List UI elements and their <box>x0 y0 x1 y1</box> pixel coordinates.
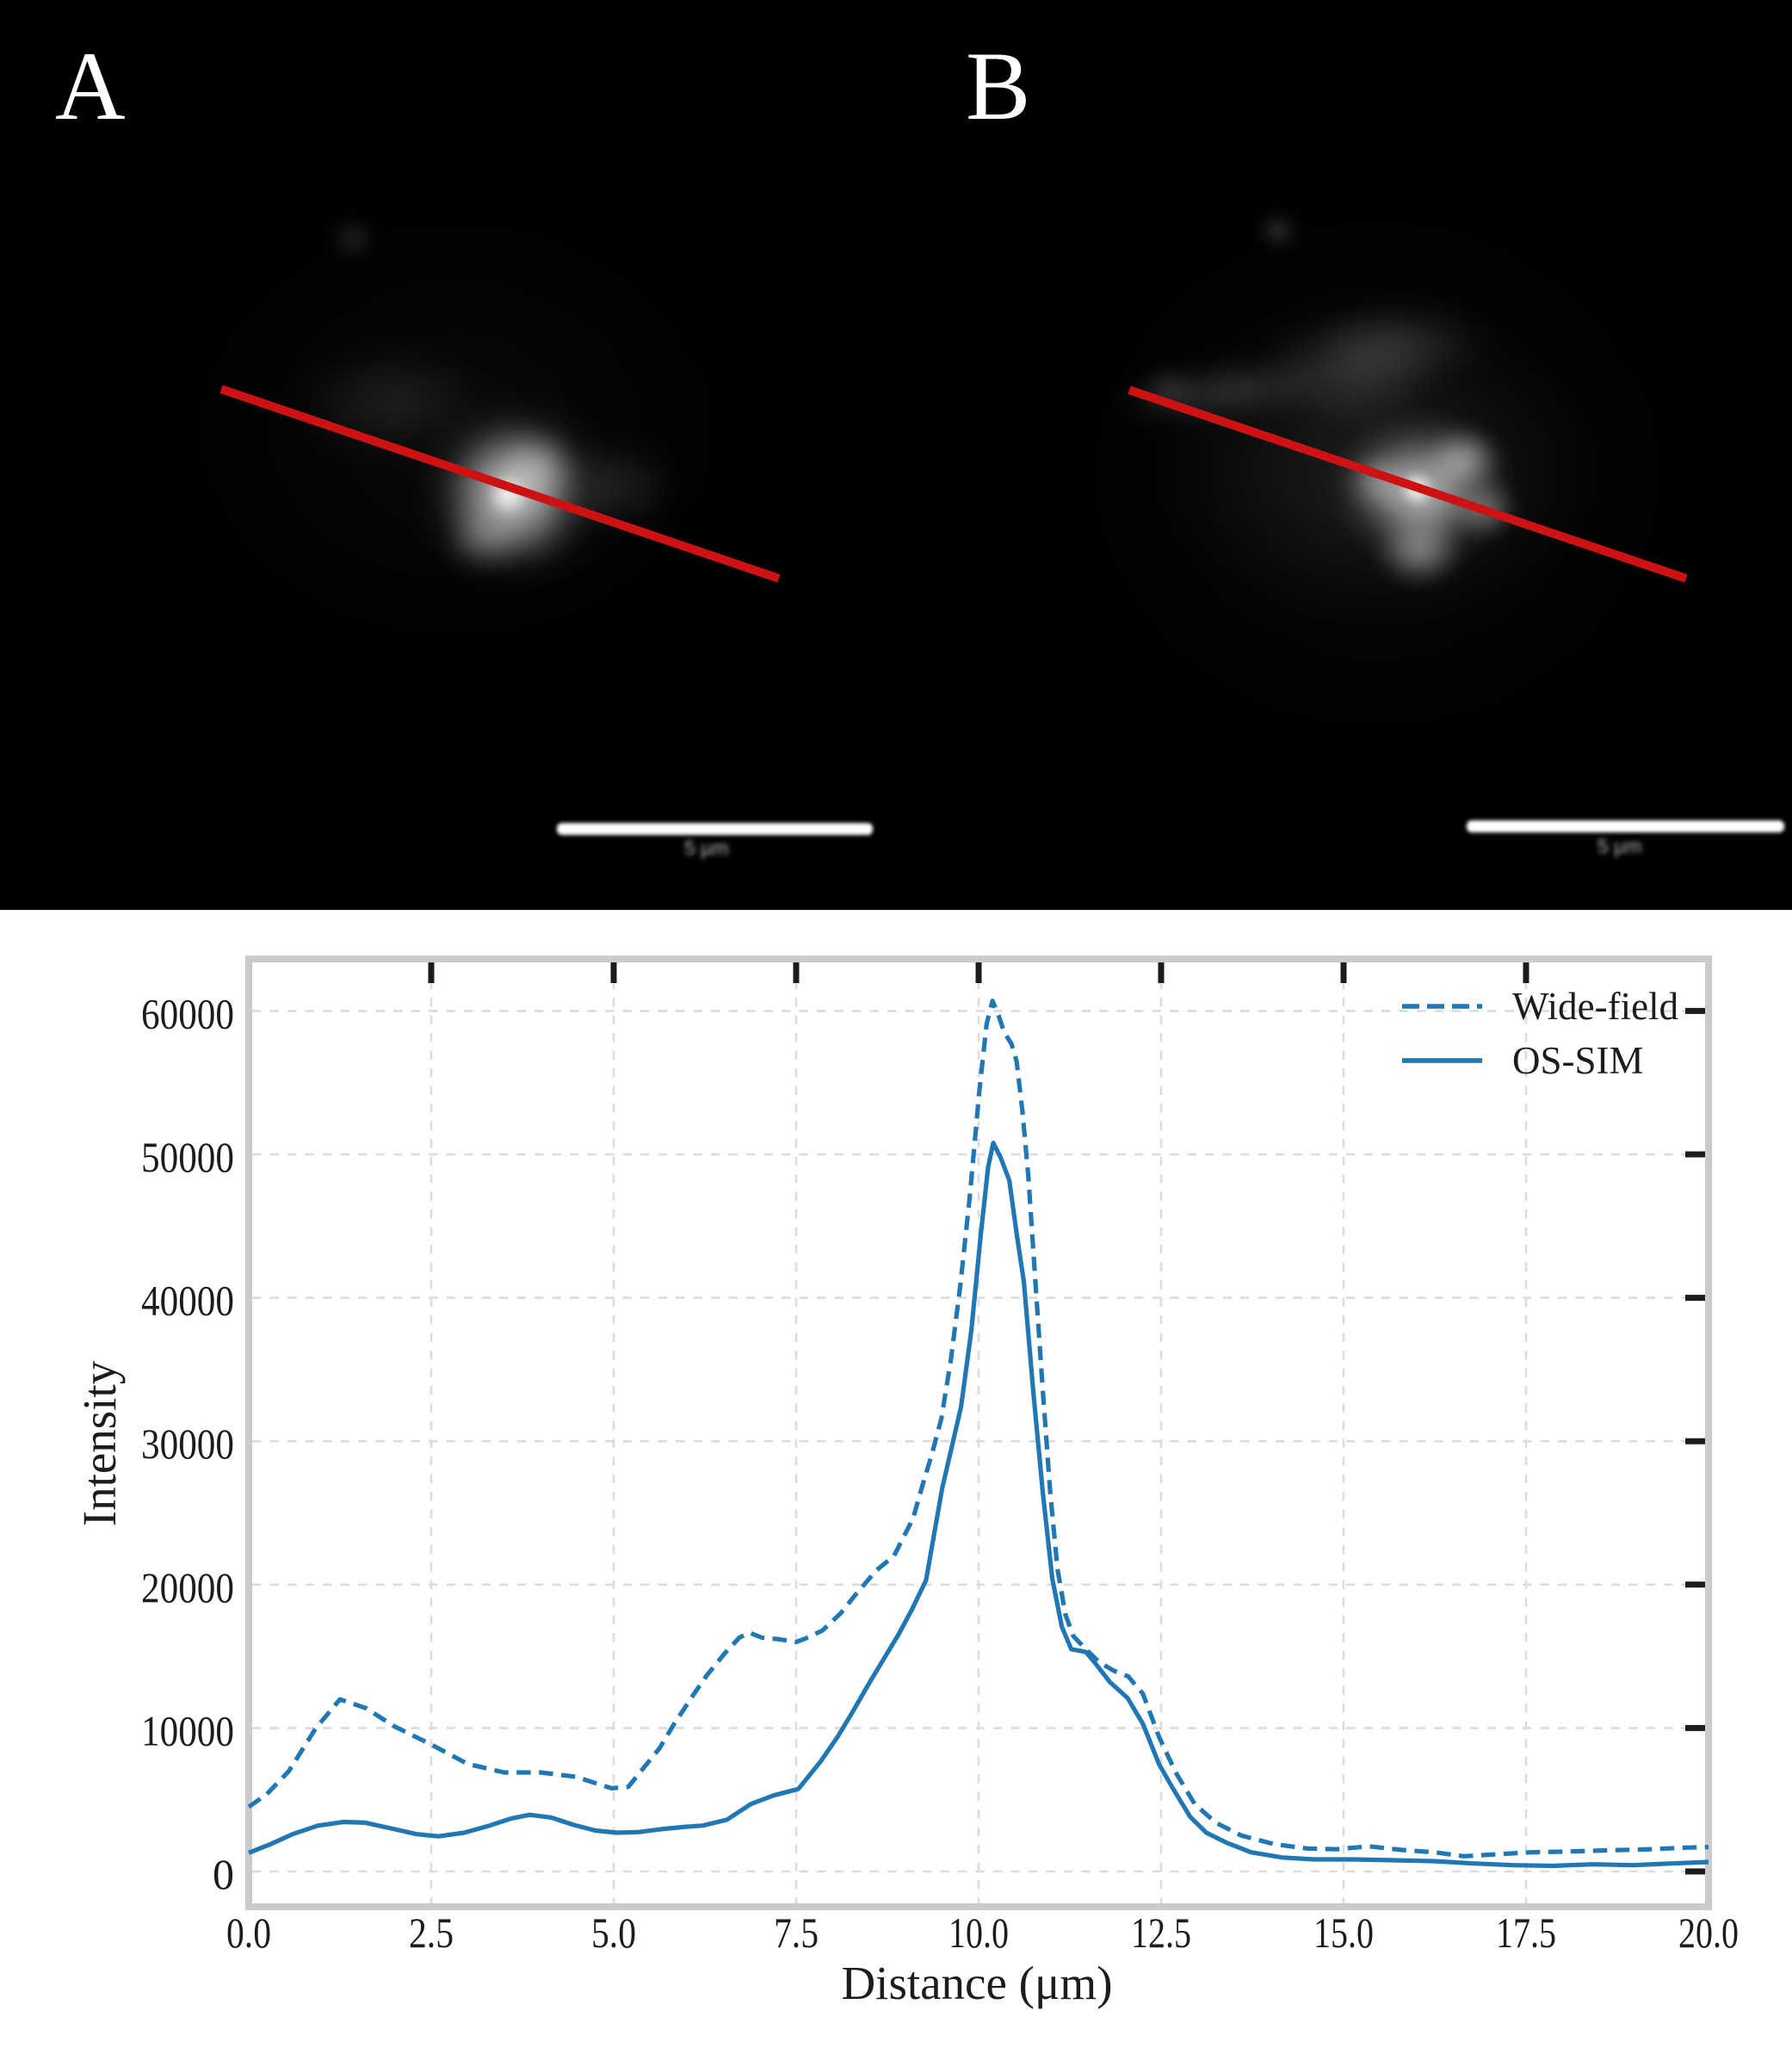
svg-text:0: 0 <box>213 1850 234 1898</box>
svg-text:5.0: 5.0 <box>591 1908 636 1957</box>
svg-text:Distance (μm): Distance (μm) <box>841 1957 1112 2009</box>
svg-text:15.0: 15.0 <box>1313 1908 1374 1957</box>
svg-text:Wide-field: Wide-field <box>1512 985 1678 1028</box>
svg-text:30000: 30000 <box>141 1420 234 1468</box>
svg-text:7.5: 7.5 <box>774 1908 819 1957</box>
svg-text:20000: 20000 <box>141 1563 234 1611</box>
svg-text:2.5: 2.5 <box>409 1908 454 1957</box>
svg-text:20.0: 20.0 <box>1678 1908 1739 1957</box>
svg-text:0.0: 0.0 <box>226 1908 271 1957</box>
svg-text:10.0: 10.0 <box>949 1908 1009 1957</box>
svg-text:12.5: 12.5 <box>1131 1908 1191 1957</box>
svg-text:17.5: 17.5 <box>1496 1908 1556 1957</box>
svg-text:OS-SIM: OS-SIM <box>1512 1039 1644 1082</box>
svg-text:10000: 10000 <box>141 1706 234 1754</box>
svg-text:Intensity: Intensity <box>73 1360 126 1526</box>
svg-text:40000: 40000 <box>141 1277 234 1325</box>
svg-text:50000: 50000 <box>141 1133 234 1181</box>
svg-text:60000: 60000 <box>141 989 234 1037</box>
